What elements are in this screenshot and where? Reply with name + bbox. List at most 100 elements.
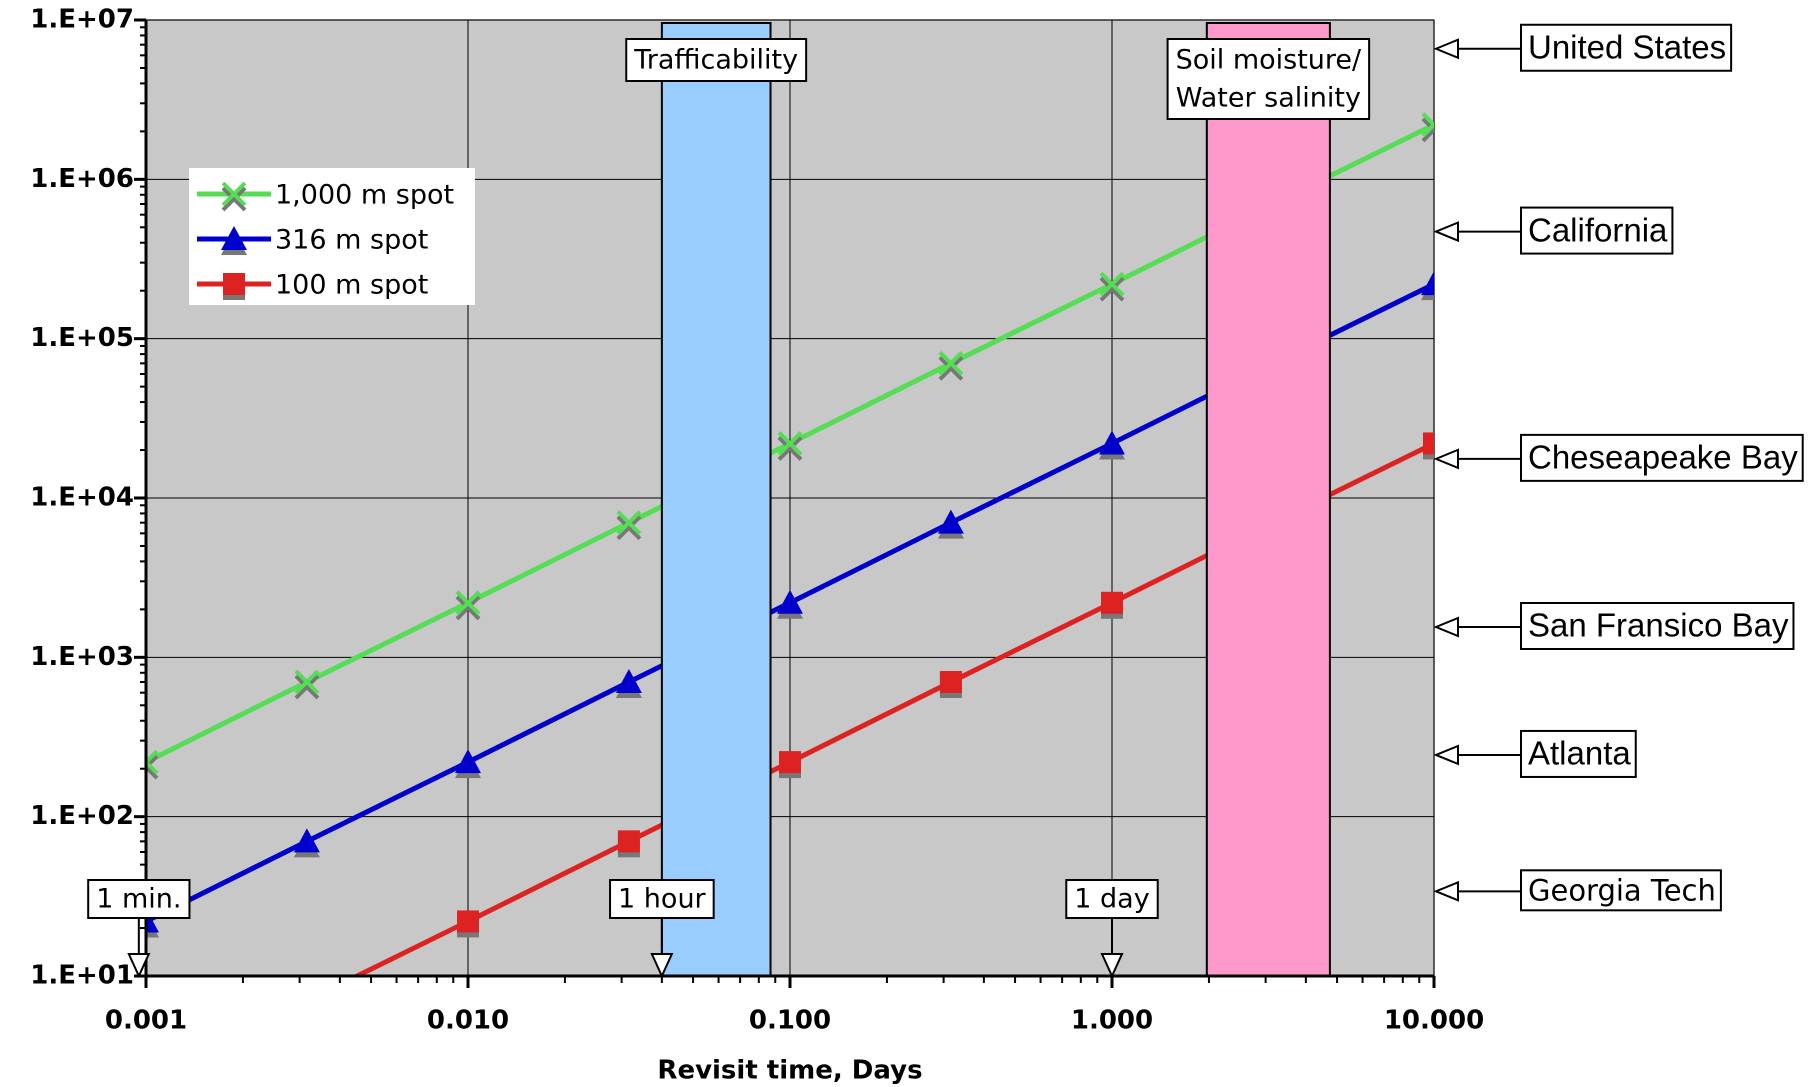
point: [616, 510, 642, 541]
marker: [937, 509, 964, 534]
marker: [1099, 271, 1125, 297]
time-label-box: [1065, 879, 1159, 919]
y-tick-label: 1.E+02: [30, 801, 134, 831]
marker: [938, 350, 964, 376]
region-label: United States: [1528, 28, 1726, 65]
point: [1099, 271, 1125, 302]
point: [135, 1070, 157, 1087]
region-label-box: [1520, 602, 1795, 651]
marker: [777, 589, 803, 614]
marker: [1099, 430, 1125, 455]
marker-shadow: [616, 515, 642, 541]
time-label: 1 day: [1074, 884, 1149, 915]
marker: [1421, 112, 1434, 138]
point: [296, 990, 318, 1017]
region-arrowhead: [1433, 38, 1459, 60]
point: [294, 669, 320, 700]
point: [1421, 271, 1434, 301]
x-tick-label: 0.100: [749, 1006, 831, 1036]
region-label-box: [1520, 869, 1722, 912]
point: [779, 751, 801, 779]
x-tick-label: 0.010: [427, 1006, 509, 1036]
marker: [779, 751, 801, 774]
region-label-box: [1520, 729, 1637, 778]
region-arrowhead: [1433, 448, 1459, 470]
y-tick-label: 1.E+04: [30, 483, 134, 513]
band-label-box: [625, 38, 808, 82]
point: [1101, 591, 1123, 619]
marker-shadow: [296, 995, 318, 1017]
y-tick-label: 1.E+05: [30, 323, 134, 353]
marker: [455, 749, 481, 774]
time-arrowhead: [650, 953, 674, 979]
time-label-box: [609, 879, 715, 919]
legend-label: 100 m spot: [275, 270, 428, 301]
point: [617, 830, 640, 858]
point: [457, 910, 479, 938]
marker-shadow: [221, 186, 247, 212]
point: [455, 749, 481, 779]
marker: [616, 510, 642, 536]
time-label-box: [87, 879, 191, 919]
point: [938, 350, 964, 381]
point: [615, 669, 642, 699]
marker: [457, 910, 479, 933]
y-tick-label: 1.E+07: [30, 5, 134, 35]
band: [660, 22, 772, 977]
marker: [223, 273, 245, 295]
x-axis-title: Revisit time, Days: [657, 1056, 922, 1086]
marker: [221, 226, 247, 250]
marker: [135, 1070, 157, 1087]
marker: [1423, 432, 1434, 455]
band-label-box: [1166, 38, 1371, 120]
marker: [293, 828, 320, 853]
point: [777, 431, 803, 461]
time-label: 1 min.: [96, 884, 181, 915]
point: [293, 828, 320, 858]
region-arrowhead: [1433, 221, 1459, 243]
marker-shadow: [1421, 117, 1434, 143]
marker-shadow: [294, 674, 320, 700]
y-tick-label: 1.E+03: [30, 642, 134, 672]
region-label-box: [1520, 23, 1733, 72]
marker: [777, 431, 803, 456]
point: [777, 589, 803, 619]
region-label: San Fransico Bay: [1528, 607, 1789, 644]
region-arrowhead: [1433, 616, 1459, 638]
marker: [1421, 271, 1434, 296]
band-label: Water salinity: [1176, 83, 1361, 114]
marker: [221, 181, 247, 207]
band-label: Soil moisture/: [1176, 45, 1362, 76]
marker: [455, 590, 481, 616]
band-label: Trafficability: [633, 45, 798, 76]
region-label: Georgia Tech: [1528, 873, 1716, 907]
region-label: Atlanta: [1528, 735, 1631, 772]
region-arrowhead: [1433, 744, 1459, 766]
region-label-box: [1520, 433, 1804, 482]
legend-label: 316 m spot: [275, 225, 428, 256]
point: [1421, 112, 1434, 143]
marker: [1101, 591, 1123, 614]
y-tick-label: 1.E+06: [30, 164, 134, 194]
marker: [296, 990, 318, 1012]
region-label-box: [1520, 206, 1674, 255]
point: [1423, 432, 1434, 460]
time-label: 1 hour: [618, 884, 707, 915]
legend-marker: [221, 226, 247, 255]
band: [1205, 22, 1331, 977]
point: [455, 590, 481, 621]
legend-marker: [221, 181, 247, 212]
point: [146, 749, 159, 780]
time-arrowhead: [1100, 953, 1124, 979]
marker-shadow: [455, 595, 481, 621]
legend-label: 1,000 m spot: [275, 180, 454, 211]
point: [937, 509, 964, 539]
marker-shadow: [777, 436, 803, 461]
marker: [294, 669, 320, 695]
x-tick-label: 1.000: [1071, 1006, 1153, 1036]
marker: [615, 669, 642, 694]
point: [939, 671, 962, 699]
marker-shadow: [938, 355, 964, 381]
point: [1099, 430, 1125, 460]
